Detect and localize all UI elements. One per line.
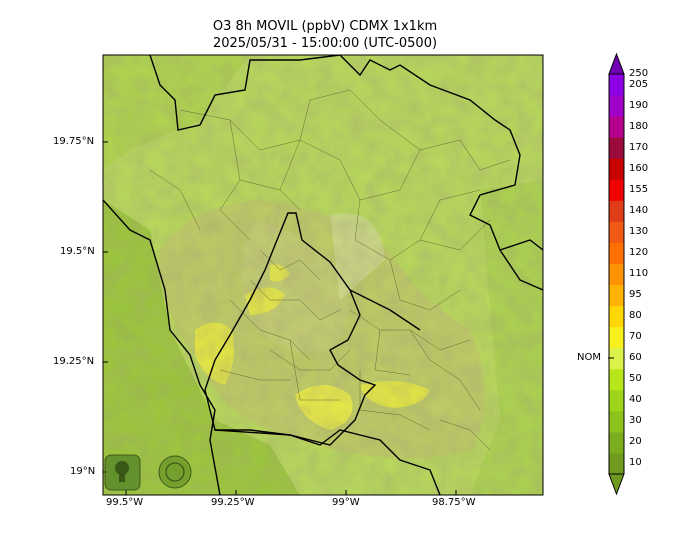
colorbar-level-label: 155 [629, 183, 649, 195]
colorbar-level-label: 120 [629, 246, 649, 258]
colorbar-level-label: 205 [629, 78, 649, 90]
lon-label-9925: 99.25°W [211, 497, 255, 508]
colorbar-segment [609, 326, 624, 349]
colorbar-segment [609, 221, 624, 243]
colorbar-segment [609, 368, 624, 391]
colorbar-level-label: 180 [629, 120, 649, 132]
colorbar-level-label: 190 [629, 99, 649, 111]
colorbar-segment [609, 242, 624, 264]
colorbar-segment [609, 158, 624, 180]
colorbar-segment [609, 347, 624, 370]
colorbar-segment [609, 74, 624, 96]
colorbar-segment [609, 284, 624, 307]
lat-label-19: 19°N [70, 466, 96, 477]
colorbar-level-label: 170 [629, 141, 649, 153]
colorbar-segment [609, 95, 624, 117]
colorbar-level-label: 70 [629, 331, 642, 343]
colorbar-level-label: 160 [629, 162, 649, 174]
lat-label-195: 19.5°N [60, 246, 95, 257]
sedema-logo [104, 454, 141, 491]
colorbar-level-label: 40 [629, 394, 642, 406]
map-title: O3 8h MOVIL (ppbV) CDMX 1x1km [212, 19, 438, 34]
colorbar-segment [609, 452, 624, 475]
colorbar-level-label: 130 [629, 225, 649, 237]
state-boundaries [103, 55, 543, 495]
map-frame [102, 54, 544, 496]
colorbar-level-label: 60 [629, 352, 642, 364]
colorbar-outline [608, 73, 625, 475]
colorbar-level-label: 95 [629, 289, 642, 301]
map-subtitle: 2025/05/31 - 15:00:00 (UTC-0500) [212, 36, 438, 51]
colorbar-level-label: 80 [629, 310, 642, 322]
colorbar-max-arrow [608, 52, 625, 75]
colorbar-segment [609, 410, 624, 433]
lon-label-99: 99°W [332, 497, 360, 508]
colorbar-segment [609, 137, 624, 159]
lon-label-995: 99.5°W [106, 497, 144, 508]
lon-label-9875: 98.75°W [432, 497, 476, 508]
colorbar-level-label: 50 [629, 373, 642, 385]
municipal-boundaries [149, 89, 511, 451]
colorbar-segment [609, 305, 624, 328]
colorbar-level-label: 110 [629, 268, 649, 279]
colorbar-level-label: 140 [629, 204, 649, 216]
colorbar-level-label: 20 [629, 436, 642, 448]
nom-label: NOM [577, 352, 601, 363]
colorbar-segment [609, 263, 624, 286]
colorbar-min-arrow [608, 473, 625, 496]
colorbar-segment [609, 389, 624, 412]
colorbar-level-label: 10 [629, 457, 642, 469]
colorbar-segment [609, 116, 624, 138]
colorbar-level-label: 30 [629, 415, 642, 427]
colorbar [608, 52, 625, 496]
colorbar-level-label: 250 [629, 68, 649, 79]
hillshade [103, 55, 543, 495]
map-area [103, 55, 543, 495]
lat-label-1925: 19.25°N [53, 356, 95, 367]
calidad-del-aire-logo [158, 455, 192, 489]
lat-label-1975: 19.75°N [53, 136, 95, 147]
colorbar-segment [609, 200, 624, 222]
colorbar-segment [609, 431, 624, 454]
colorbar-segment [609, 179, 624, 201]
